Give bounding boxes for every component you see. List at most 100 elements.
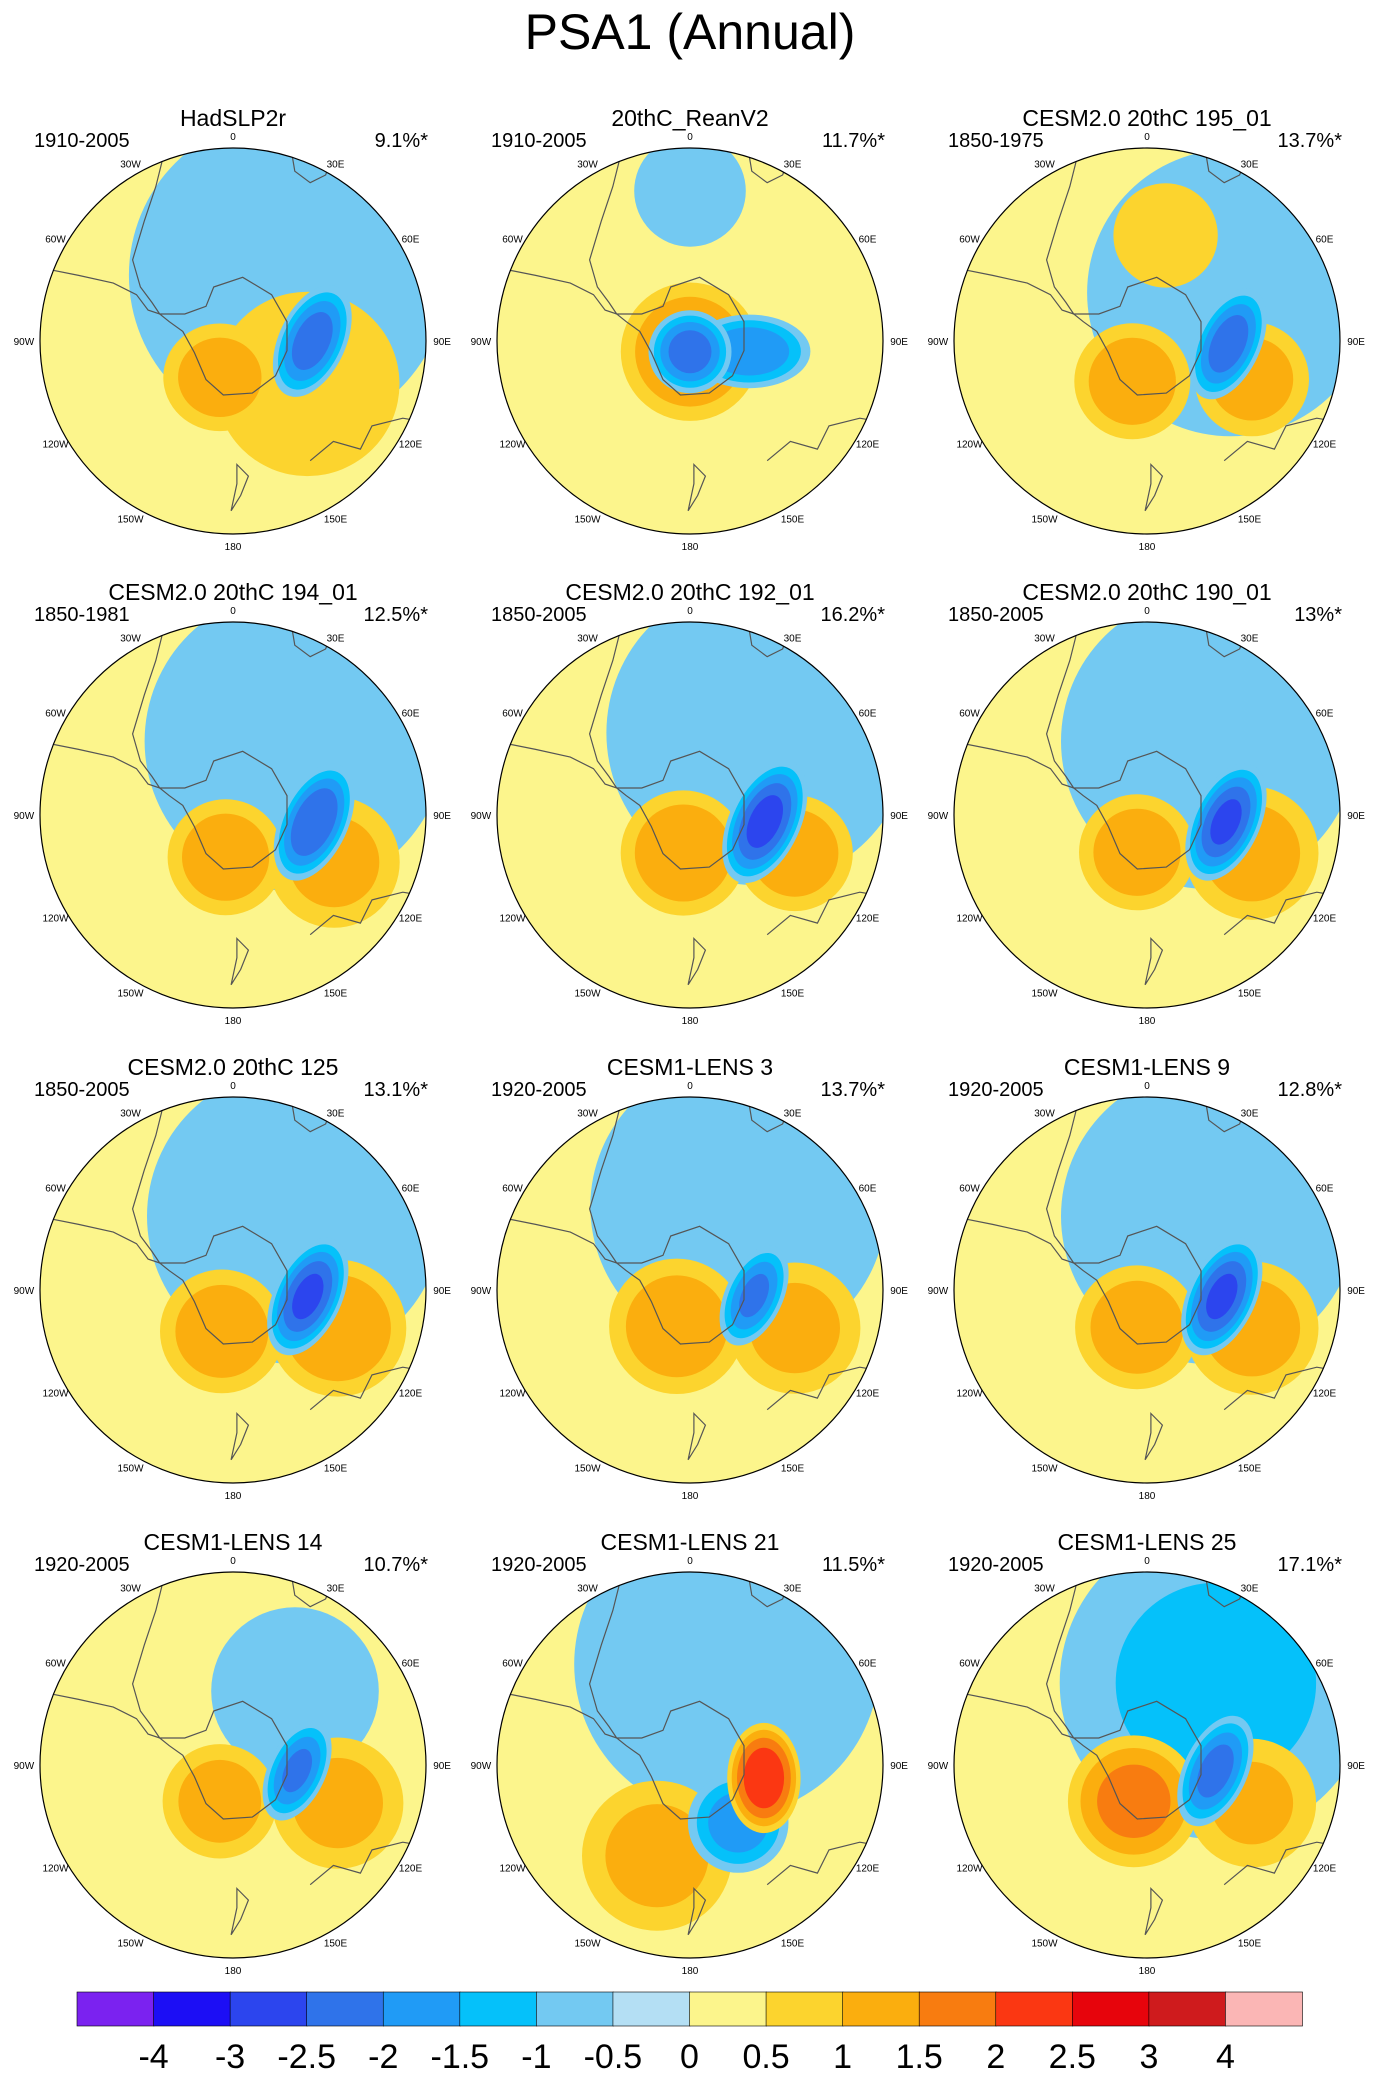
colorbar-segment xyxy=(918,1991,997,2027)
longitude-label: 30E xyxy=(1241,1584,1259,1595)
coast-antarctica xyxy=(157,1700,288,1820)
longitude-label: 90W xyxy=(14,337,35,348)
coast-new-zealand xyxy=(1144,937,1164,986)
coast-australia xyxy=(309,1366,426,1411)
map-border xyxy=(496,147,884,535)
longitude-label: 30W xyxy=(1034,1584,1055,1595)
panel-variance: 11.7%* xyxy=(822,130,885,152)
longitude-label: 120W xyxy=(499,1864,526,1875)
longitude-label: 120W xyxy=(956,914,983,925)
longitude-label: 180 xyxy=(225,542,242,553)
map-border xyxy=(39,621,427,1009)
panel-title: CESM2.0 20thC 194_01 xyxy=(108,579,357,605)
longitude-label: 90W xyxy=(471,1761,492,1772)
longitude-label: 90E xyxy=(433,337,451,348)
panel-title: CESM1-LENS 25 xyxy=(1058,1529,1237,1555)
contour-band xyxy=(1113,183,1218,288)
coast-australia xyxy=(309,1841,426,1886)
longitude-label: 60W xyxy=(502,235,523,246)
colorbar-tick-label: -2.5 xyxy=(277,2038,336,2076)
longitude-label: 180 xyxy=(682,1016,699,1027)
coast-new-zealand xyxy=(1144,1887,1164,1936)
longitude-label: 60E xyxy=(859,1659,877,1670)
longitude-label: 0 xyxy=(687,1081,693,1092)
longitude-label: 60E xyxy=(402,1184,420,1195)
contour-band xyxy=(178,337,262,417)
panel-variance: 10.7%* xyxy=(364,1554,429,1576)
longitude-label: 60E xyxy=(402,1659,420,1670)
longitude-label: 60W xyxy=(502,709,523,720)
longitude-label: 180 xyxy=(1139,1491,1156,1502)
longitude-label: 60E xyxy=(1316,1659,1334,1670)
coast-south-america xyxy=(40,148,166,316)
coast-antarctica xyxy=(614,1225,745,1345)
panel-title: CESM2.0 20thC 192_01 xyxy=(565,579,814,605)
panel-period: 1850-2005 xyxy=(34,1079,130,1101)
panel-variance: 12.5%* xyxy=(364,604,429,626)
map-panel-cesm1-lens-25: CESM1-LENS 25 1920-2005 17.1%* 0 30E 60E 90E 12… xyxy=(928,1529,1366,1977)
longitude-label: 180 xyxy=(225,1966,242,1977)
longitude-label: 0 xyxy=(1144,1556,1150,1567)
longitude-label: 150W xyxy=(1031,989,1058,1000)
coast-antarctica xyxy=(1071,1700,1202,1820)
coast-south-america xyxy=(497,1572,624,1740)
coastlines xyxy=(497,1097,883,1461)
longitude-label: 60W xyxy=(45,235,66,246)
contour-band xyxy=(634,148,746,247)
longitude-label: 120E xyxy=(399,1864,423,1875)
map-panel-cesm1-lens-9: CESM1-LENS 9 1920-2005 12.8%* 0 30E 60E 90E 120… xyxy=(928,1054,1366,1502)
longitude-label: 150E xyxy=(781,1464,805,1475)
map-panel-cesm1-lens-21: CESM1-LENS 21 1920-2005 11.5%* 0 30E 60E 90E 12… xyxy=(471,1529,909,1977)
longitude-label: 120W xyxy=(499,440,526,451)
contour-band xyxy=(178,1759,262,1843)
coastlines xyxy=(497,622,883,986)
colorbar-tick-label: 0 xyxy=(680,2038,699,2076)
longitude-label: 150E xyxy=(781,989,805,1000)
longitude-label: 30W xyxy=(577,1584,598,1595)
longitude-label: 120W xyxy=(42,1864,69,1875)
panel-title: CESM1-LENS 3 xyxy=(607,1054,773,1080)
longitude-label: 30W xyxy=(120,1584,141,1595)
panel-variance: 16.2%* xyxy=(821,604,886,626)
longitude-label: 90E xyxy=(433,1761,451,1772)
coast-antarctica xyxy=(1071,276,1202,396)
colorbar-segment xyxy=(1148,1991,1227,2027)
colorbar-tick-label: 2 xyxy=(986,2038,1005,2076)
panel-period: 1910-2005 xyxy=(491,130,587,152)
contour-field xyxy=(954,1097,1340,1483)
longitude-label: 120E xyxy=(399,440,423,451)
longitude-label: 30E xyxy=(327,1109,345,1120)
colorbar-tick-label: -4 xyxy=(138,2038,168,2076)
longitude-label: 120E xyxy=(856,1864,880,1875)
coast-south-america xyxy=(954,148,1081,316)
longitude-label: 30W xyxy=(577,160,598,171)
longitude-label: 60E xyxy=(1316,1184,1334,1195)
panel-title: CESM1-LENS 14 xyxy=(144,1529,323,1555)
longitude-label: 90W xyxy=(471,1286,492,1297)
panel-title: 20thC_ReanV2 xyxy=(611,105,768,131)
panel-title: CESM2.0 20thC 190_01 xyxy=(1022,579,1271,605)
longitude-label: 30E xyxy=(784,160,802,171)
longitude-label: 120W xyxy=(42,914,69,925)
coast-new-zealand xyxy=(687,463,707,512)
contour-field xyxy=(497,148,883,534)
map-border xyxy=(496,1571,884,1959)
longitude-label: 90W xyxy=(928,811,949,822)
panel-title: CESM2.0 20thC 125 xyxy=(128,1054,339,1080)
contour-field xyxy=(40,148,426,534)
coast-australia xyxy=(766,1366,883,1411)
coast-antarctica xyxy=(157,276,288,396)
panel-period: 1850-1981 xyxy=(34,604,130,626)
coast-new-zealand xyxy=(687,1887,707,1936)
longitude-label: 30E xyxy=(327,1584,345,1595)
coast-australia xyxy=(1223,417,1340,462)
coast-south-america xyxy=(40,1572,166,1740)
longitude-label: 30E xyxy=(784,1109,802,1120)
coast-new-zealand xyxy=(1144,1412,1164,1461)
longitude-label: 60W xyxy=(959,235,980,246)
contour-band xyxy=(634,804,732,902)
longitude-label: 30E xyxy=(1241,1109,1259,1120)
map-panel-cesm1-lens-3: CESM1-LENS 3 1920-2005 13.7%* 0 30E 60E 90E 120… xyxy=(471,1054,909,1502)
panel-period: 1850-1975 xyxy=(948,130,1044,152)
